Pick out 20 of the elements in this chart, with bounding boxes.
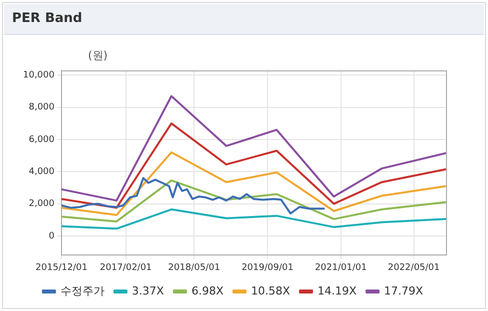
legend-label: 10.58X	[250, 284, 290, 298]
x-tick-label: 2018/05/01	[168, 262, 220, 273]
x-tick-label: 2019/09/01	[242, 262, 294, 273]
x-tick-label: 2015/12/01	[36, 262, 88, 273]
y-axis-title: (원)	[88, 48, 108, 63]
y-tick-label: 10,000	[22, 70, 55, 81]
legend-label: 3.37X	[132, 284, 164, 298]
x-tick-label: 2021/01/01	[314, 262, 367, 273]
x-tick-label: 2017/02/01	[100, 262, 152, 273]
chart-title: PER Band	[12, 11, 82, 26]
y-tick-label: 8,000	[28, 102, 55, 113]
legend-label: 6.98X	[191, 284, 224, 298]
legend-label: 17.79X	[384, 284, 424, 298]
y-tick-label: 6,000	[28, 134, 55, 145]
legend-label: 14.19X	[318, 284, 358, 298]
y-tick-label: 4,000	[28, 166, 55, 177]
y-tick-label: 0	[48, 231, 55, 242]
x-tick-label: 2022/05/01	[388, 262, 440, 273]
legend-label: 수정주가	[60, 284, 104, 298]
y-tick-label: 2,000	[28, 199, 55, 210]
